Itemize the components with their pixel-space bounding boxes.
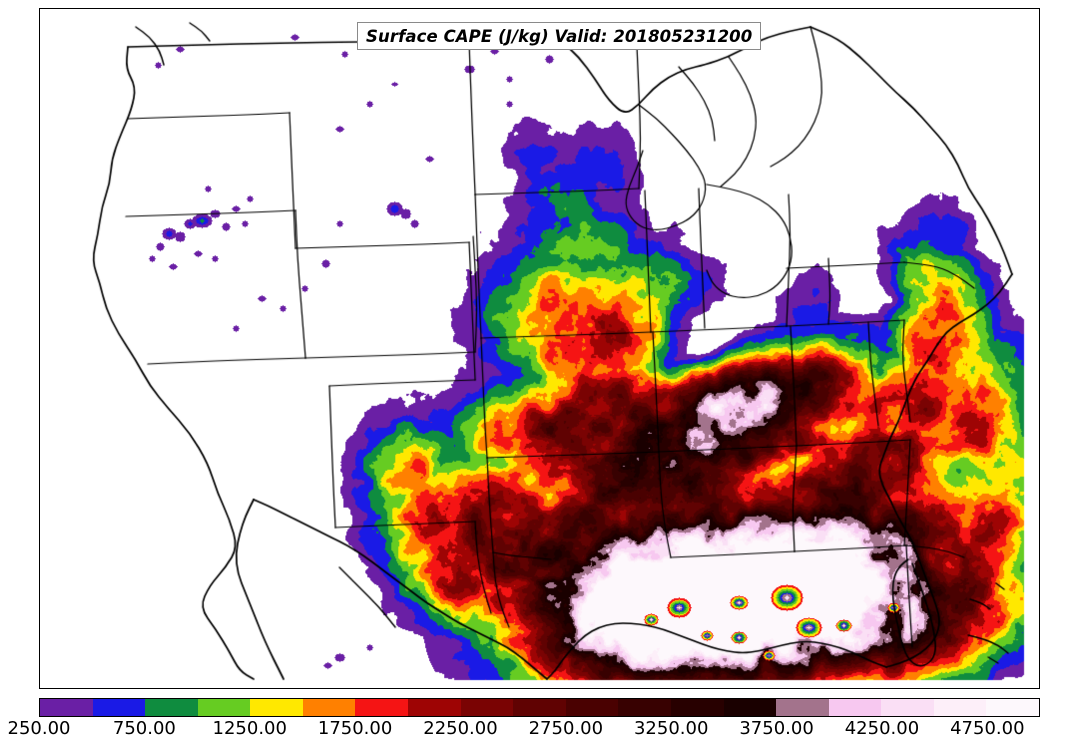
colorbar-swatch: [986, 699, 1039, 716]
colorbar-tick-label: 3750.00: [739, 718, 814, 739]
colorbar-swatch: [355, 699, 409, 716]
colorbar-swatch: [828, 699, 882, 716]
colorbar-tick-labels: 250.00 750.00 1250.00 1750.00 2250.00 2750.00…: [0, 718, 1081, 744]
colorbar-tick-label: 4250.00: [844, 718, 920, 739]
colorbar-swatch: [565, 699, 619, 716]
colorbar-swatch: [933, 699, 987, 716]
colorbar-tick-label: 3250.00: [633, 718, 709, 739]
colorbar-swatch: [40, 699, 93, 716]
colorbar-tick-label: 1250.00: [212, 718, 287, 739]
colorbar-swatch: [408, 699, 461, 716]
colorbar-tick-label: 1750.00: [317, 718, 393, 739]
colorbar-swatch: [197, 699, 251, 716]
colorbar-swatch: [302, 699, 356, 716]
cape-field-raster: [40, 9, 1039, 688]
colorbar-swatch: [776, 699, 829, 716]
colorbar-swatch: [460, 699, 514, 716]
colorbar-tick-label: 250.00: [7, 718, 71, 739]
colorbar-swatch: [145, 699, 198, 716]
map-plot-area: [39, 8, 1040, 689]
colorbar-tick-label: 4750.00: [950, 718, 1025, 739]
colorbar-swatch: [618, 699, 671, 716]
colorbar-swatch: [250, 699, 303, 716]
colorbar-swatch: [723, 699, 777, 716]
colorbar: [39, 698, 1040, 717]
colorbar-swatch: [881, 699, 934, 716]
colorbar-swatch: [670, 699, 724, 716]
colorbar-swatch: [513, 699, 566, 716]
colorbar-tick-label: 2250.00: [423, 718, 498, 739]
colorbar-tick-label: 750.00: [112, 718, 176, 739]
colorbar-tick-label: 2750.00: [528, 718, 604, 739]
map-title-box: Surface CAPE (J/kg) Valid: 201805231200: [357, 22, 762, 50]
colorbar-swatch: [92, 699, 146, 716]
page-title: Surface CAPE (J/kg) Valid: 201805231200: [366, 26, 753, 46]
